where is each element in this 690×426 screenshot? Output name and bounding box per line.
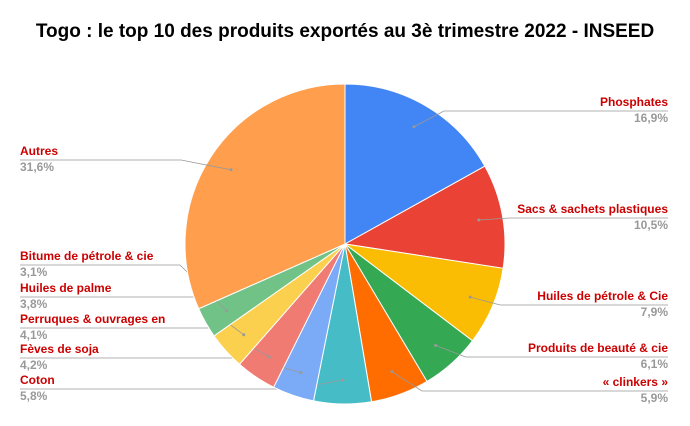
leader-dot <box>434 343 438 347</box>
slice-label: Fèves de soja <box>20 342 99 356</box>
leader-dot <box>267 355 271 359</box>
leader-dot <box>225 309 229 313</box>
slice-value: 3,1% <box>20 265 48 279</box>
slice-value: 4,2% <box>20 358 48 372</box>
pie-slice <box>184 83 346 310</box>
leader-line <box>20 159 232 171</box>
leader-dot <box>468 295 472 299</box>
leader-dot <box>390 370 394 374</box>
slice-label: Autres <box>20 144 58 158</box>
slice-value: 4,1% <box>20 328 48 342</box>
slice-value: 5,9% <box>641 391 669 405</box>
slice-label: Produits de beauté & cie <box>528 341 668 355</box>
slice-label: Sacs & sachets plastiques <box>517 202 668 216</box>
slice-label: Huiles de palme <box>20 281 112 295</box>
pie-slice <box>343 165 506 269</box>
slice-value: 5,8% <box>20 389 48 403</box>
slice-value: 31,6% <box>20 160 54 174</box>
chart-title: Togo : le top 10 des produits exportés a… <box>35 21 655 42</box>
slice-value: 6,1% <box>641 357 669 371</box>
leader-dot <box>229 168 233 172</box>
leader-dot <box>341 378 345 382</box>
slice-value: 3,8% <box>20 297 48 311</box>
leader-line <box>413 110 668 128</box>
leader-line <box>478 217 668 221</box>
leader-line <box>470 296 668 306</box>
slice-label: Coton <box>20 373 55 387</box>
leader-line <box>391 371 668 392</box>
slice-label: « clinkers » <box>603 375 669 389</box>
leader-dot <box>412 125 416 129</box>
leader-dot <box>242 333 246 337</box>
pie-slice <box>344 83 486 245</box>
slice-label: Phosphates <box>600 95 668 109</box>
slice-value: 7,9% <box>641 305 669 319</box>
slice-value: 16,9% <box>634 111 668 125</box>
leader-line <box>435 345 668 358</box>
slice-label: Bitume de pétrole & cie <box>20 249 154 263</box>
leader-dot <box>299 371 303 375</box>
slice-value: 10,5% <box>634 218 668 232</box>
slice-label: Huiles de pétrole & Cie <box>537 289 668 303</box>
slice-label: Perruques & ouvrages en <box>20 312 165 326</box>
leader-dot <box>477 218 481 222</box>
